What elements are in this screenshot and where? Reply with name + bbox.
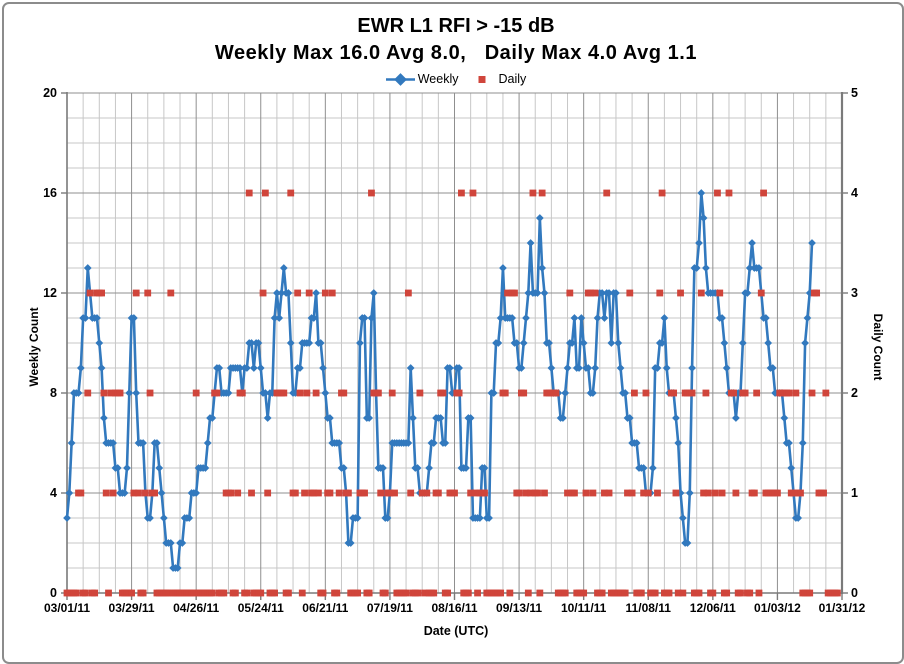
y-left-tick-label: 20 [43, 85, 57, 100]
y-right-tick-label: 1 [851, 485, 858, 500]
daily-series-icon [478, 75, 486, 83]
weekly-series-icon [385, 72, 415, 86]
x-tick-label: 07/19/11 [366, 601, 413, 615]
y-left-tick-label: 8 [50, 385, 57, 400]
x-tick-label: 11/08/11 [625, 601, 671, 615]
legend: Weekly Daily [4, 70, 904, 88]
y-right-tick-label: 0 [851, 585, 858, 600]
chart-subtitle: Weekly Max 16.0 Avg 8.0, Daily Max 4.0 A… [214, 42, 698, 64]
x-tick-label: 03/29/11 [108, 601, 155, 615]
x-tick-label: 06/21/11 [302, 601, 349, 615]
x-tick-label: 05/24/11 [237, 601, 284, 615]
x-tick-label: 10/11/11 [560, 601, 607, 615]
y-right-tick-label: 5 [851, 85, 858, 100]
y-left-tick-label: 12 [43, 285, 57, 300]
x-tick-label: 01/03/12 [754, 601, 801, 615]
daily-series [63, 189, 841, 597]
x-tick-label: 08/16/11 [431, 601, 478, 615]
y-left-tick-label: 0 [50, 585, 57, 600]
legend-item-weekly: Weekly [385, 72, 459, 86]
y-right-tick-label: 2 [851, 385, 858, 400]
x-axis-title: Date (UTC) [423, 624, 489, 638]
chart-title: EWR L1 RFI > -15 dB [357, 15, 555, 37]
y-right-tick-label: 3 [851, 285, 858, 300]
x-tick-label: 01/31/12 [818, 601, 866, 615]
weekly-series [63, 189, 816, 572]
legend-label-weekly: Weekly [417, 72, 459, 86]
y-left-tick-label: 16 [43, 185, 57, 200]
x-tick-label: 12/06/11 [689, 601, 736, 615]
legend-label-daily: Daily [498, 72, 527, 86]
x-tick-label: 09/13/11 [496, 601, 543, 615]
x-tick-label: 03/01/11 [43, 601, 91, 615]
x-tick-label: 04/26/11 [173, 601, 220, 615]
legend-item-daily: Daily [478, 72, 526, 86]
y-left-tick-label: 4 [50, 485, 57, 500]
y-right-tick-label: 4 [851, 185, 858, 200]
